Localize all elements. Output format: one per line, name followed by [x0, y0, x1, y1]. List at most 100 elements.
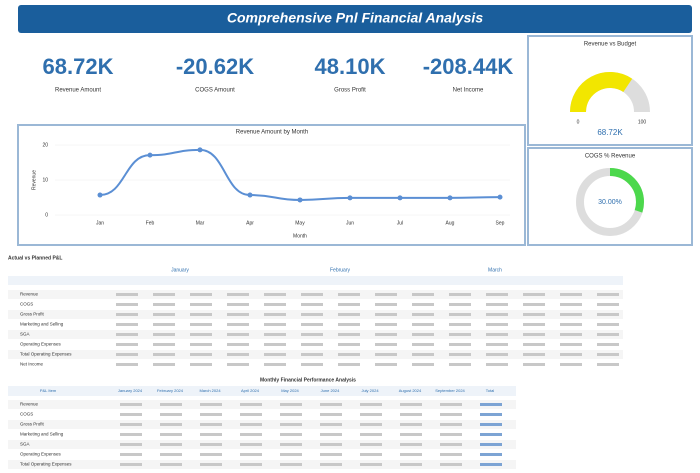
cell-placeholder — [523, 323, 545, 326]
point — [197, 147, 203, 153]
cell-placeholder — [227, 353, 249, 356]
cell-placeholder — [320, 443, 342, 446]
column-header: March 2024 — [199, 388, 221, 393]
cell-placeholder — [160, 453, 182, 456]
cell-placeholder — [240, 413, 262, 416]
cell-placeholder — [240, 463, 262, 466]
cell-placeholder — [264, 293, 286, 296]
column-header: September 2024 — [435, 388, 465, 393]
cell-placeholder — [523, 333, 545, 336]
cell-placeholder — [375, 363, 397, 366]
column-header: February 2024 — [157, 388, 184, 393]
cell-placeholder — [116, 303, 138, 306]
cell-placeholder — [280, 403, 302, 406]
group-header: January — [171, 267, 189, 273]
cell-placeholder — [400, 433, 422, 436]
cell-placeholder — [486, 343, 508, 346]
cell-placeholder — [116, 313, 138, 316]
cell-placeholder — [338, 303, 360, 306]
cell-placeholder — [375, 353, 397, 356]
cell-placeholder — [301, 323, 323, 326]
cell-placeholder — [264, 353, 286, 356]
cell-placeholder — [320, 423, 342, 426]
cell-placeholder — [190, 293, 212, 296]
cell-placeholder — [264, 323, 286, 326]
cell-placeholder — [338, 353, 360, 356]
table-header-row — [8, 386, 516, 396]
column-header: P&L Item — [40, 388, 57, 393]
y-axis-label: Revenue — [31, 170, 37, 190]
row-label: Marketing and Selling — [20, 322, 64, 327]
cell-placeholder — [160, 423, 182, 426]
cell-placeholder — [153, 323, 175, 326]
cell-placeholder — [486, 293, 508, 296]
cell-placeholder — [400, 453, 422, 456]
cell-placeholder — [523, 293, 545, 296]
cell-placeholder — [190, 333, 212, 336]
cell-placeholder — [597, 353, 619, 356]
cell-placeholder — [200, 463, 222, 466]
row-label: Total Operating Expenses — [20, 352, 72, 357]
row-label: Revenue — [20, 402, 39, 407]
cell-placeholder — [227, 363, 249, 366]
donut-panel — [527, 147, 693, 246]
cell-placeholder — [190, 323, 212, 326]
cell-placeholder — [200, 413, 222, 416]
column-header: Total — [486, 388, 495, 393]
gauge-title: Revenue vs Budget — [584, 42, 637, 48]
header-title: Comprehensive Pnl Financial Analysis — [227, 10, 483, 26]
cell-placeholder — [301, 313, 323, 316]
cell-placeholder — [375, 293, 397, 296]
y-tick-label: 20 — [42, 142, 48, 148]
x-tick-label: Feb — [146, 220, 155, 226]
cell-placeholder — [375, 343, 397, 346]
cell-placeholder — [560, 313, 582, 316]
cell-placeholder — [486, 333, 508, 336]
kpi-label: Net Income — [453, 88, 484, 94]
line-panel — [17, 124, 526, 246]
cell-placeholder — [338, 323, 360, 326]
row-label: Net Income — [20, 362, 44, 367]
cell-placeholder — [480, 403, 502, 406]
cell-placeholder — [338, 293, 360, 296]
cell-placeholder — [523, 313, 545, 316]
cell-placeholder — [160, 463, 182, 466]
cell-placeholder — [338, 333, 360, 336]
cell-placeholder — [400, 463, 422, 466]
cell-placeholder — [523, 343, 545, 346]
cell-placeholder — [360, 403, 382, 406]
cell-placeholder — [480, 443, 502, 446]
cell-placeholder — [160, 403, 182, 406]
cell-placeholder — [480, 463, 502, 466]
group-header: March — [488, 267, 502, 273]
cell-placeholder — [338, 313, 360, 316]
cell-placeholder — [480, 413, 502, 416]
cell-placeholder — [412, 313, 434, 316]
cell-placeholder — [153, 343, 175, 346]
cell-placeholder — [320, 403, 342, 406]
cell-placeholder — [153, 353, 175, 356]
cell-placeholder — [160, 443, 182, 446]
cell-placeholder — [360, 413, 382, 416]
cell-placeholder — [412, 323, 434, 326]
cell-placeholder — [240, 423, 262, 426]
x-axis-label: Month — [293, 233, 307, 239]
column-header: June 2024 — [321, 388, 340, 393]
cell-placeholder — [227, 313, 249, 316]
cell-placeholder — [480, 423, 502, 426]
cell-placeholder — [116, 363, 138, 366]
cell-placeholder — [480, 433, 502, 436]
line-title: Revenue Amount by Month — [236, 130, 308, 136]
cell-placeholder — [301, 303, 323, 306]
cell-placeholder — [597, 303, 619, 306]
kpi-value: 68.72K — [43, 54, 114, 79]
cell-placeholder — [116, 323, 138, 326]
x-tick-label: Aug — [446, 220, 455, 226]
cell-placeholder — [360, 433, 382, 436]
row-label: SGA — [20, 332, 30, 337]
cell-placeholder — [560, 353, 582, 356]
cell-placeholder — [160, 433, 182, 436]
cell-placeholder — [120, 423, 142, 426]
row-label: Gross Profit — [20, 312, 45, 317]
cell-placeholder — [523, 363, 545, 366]
